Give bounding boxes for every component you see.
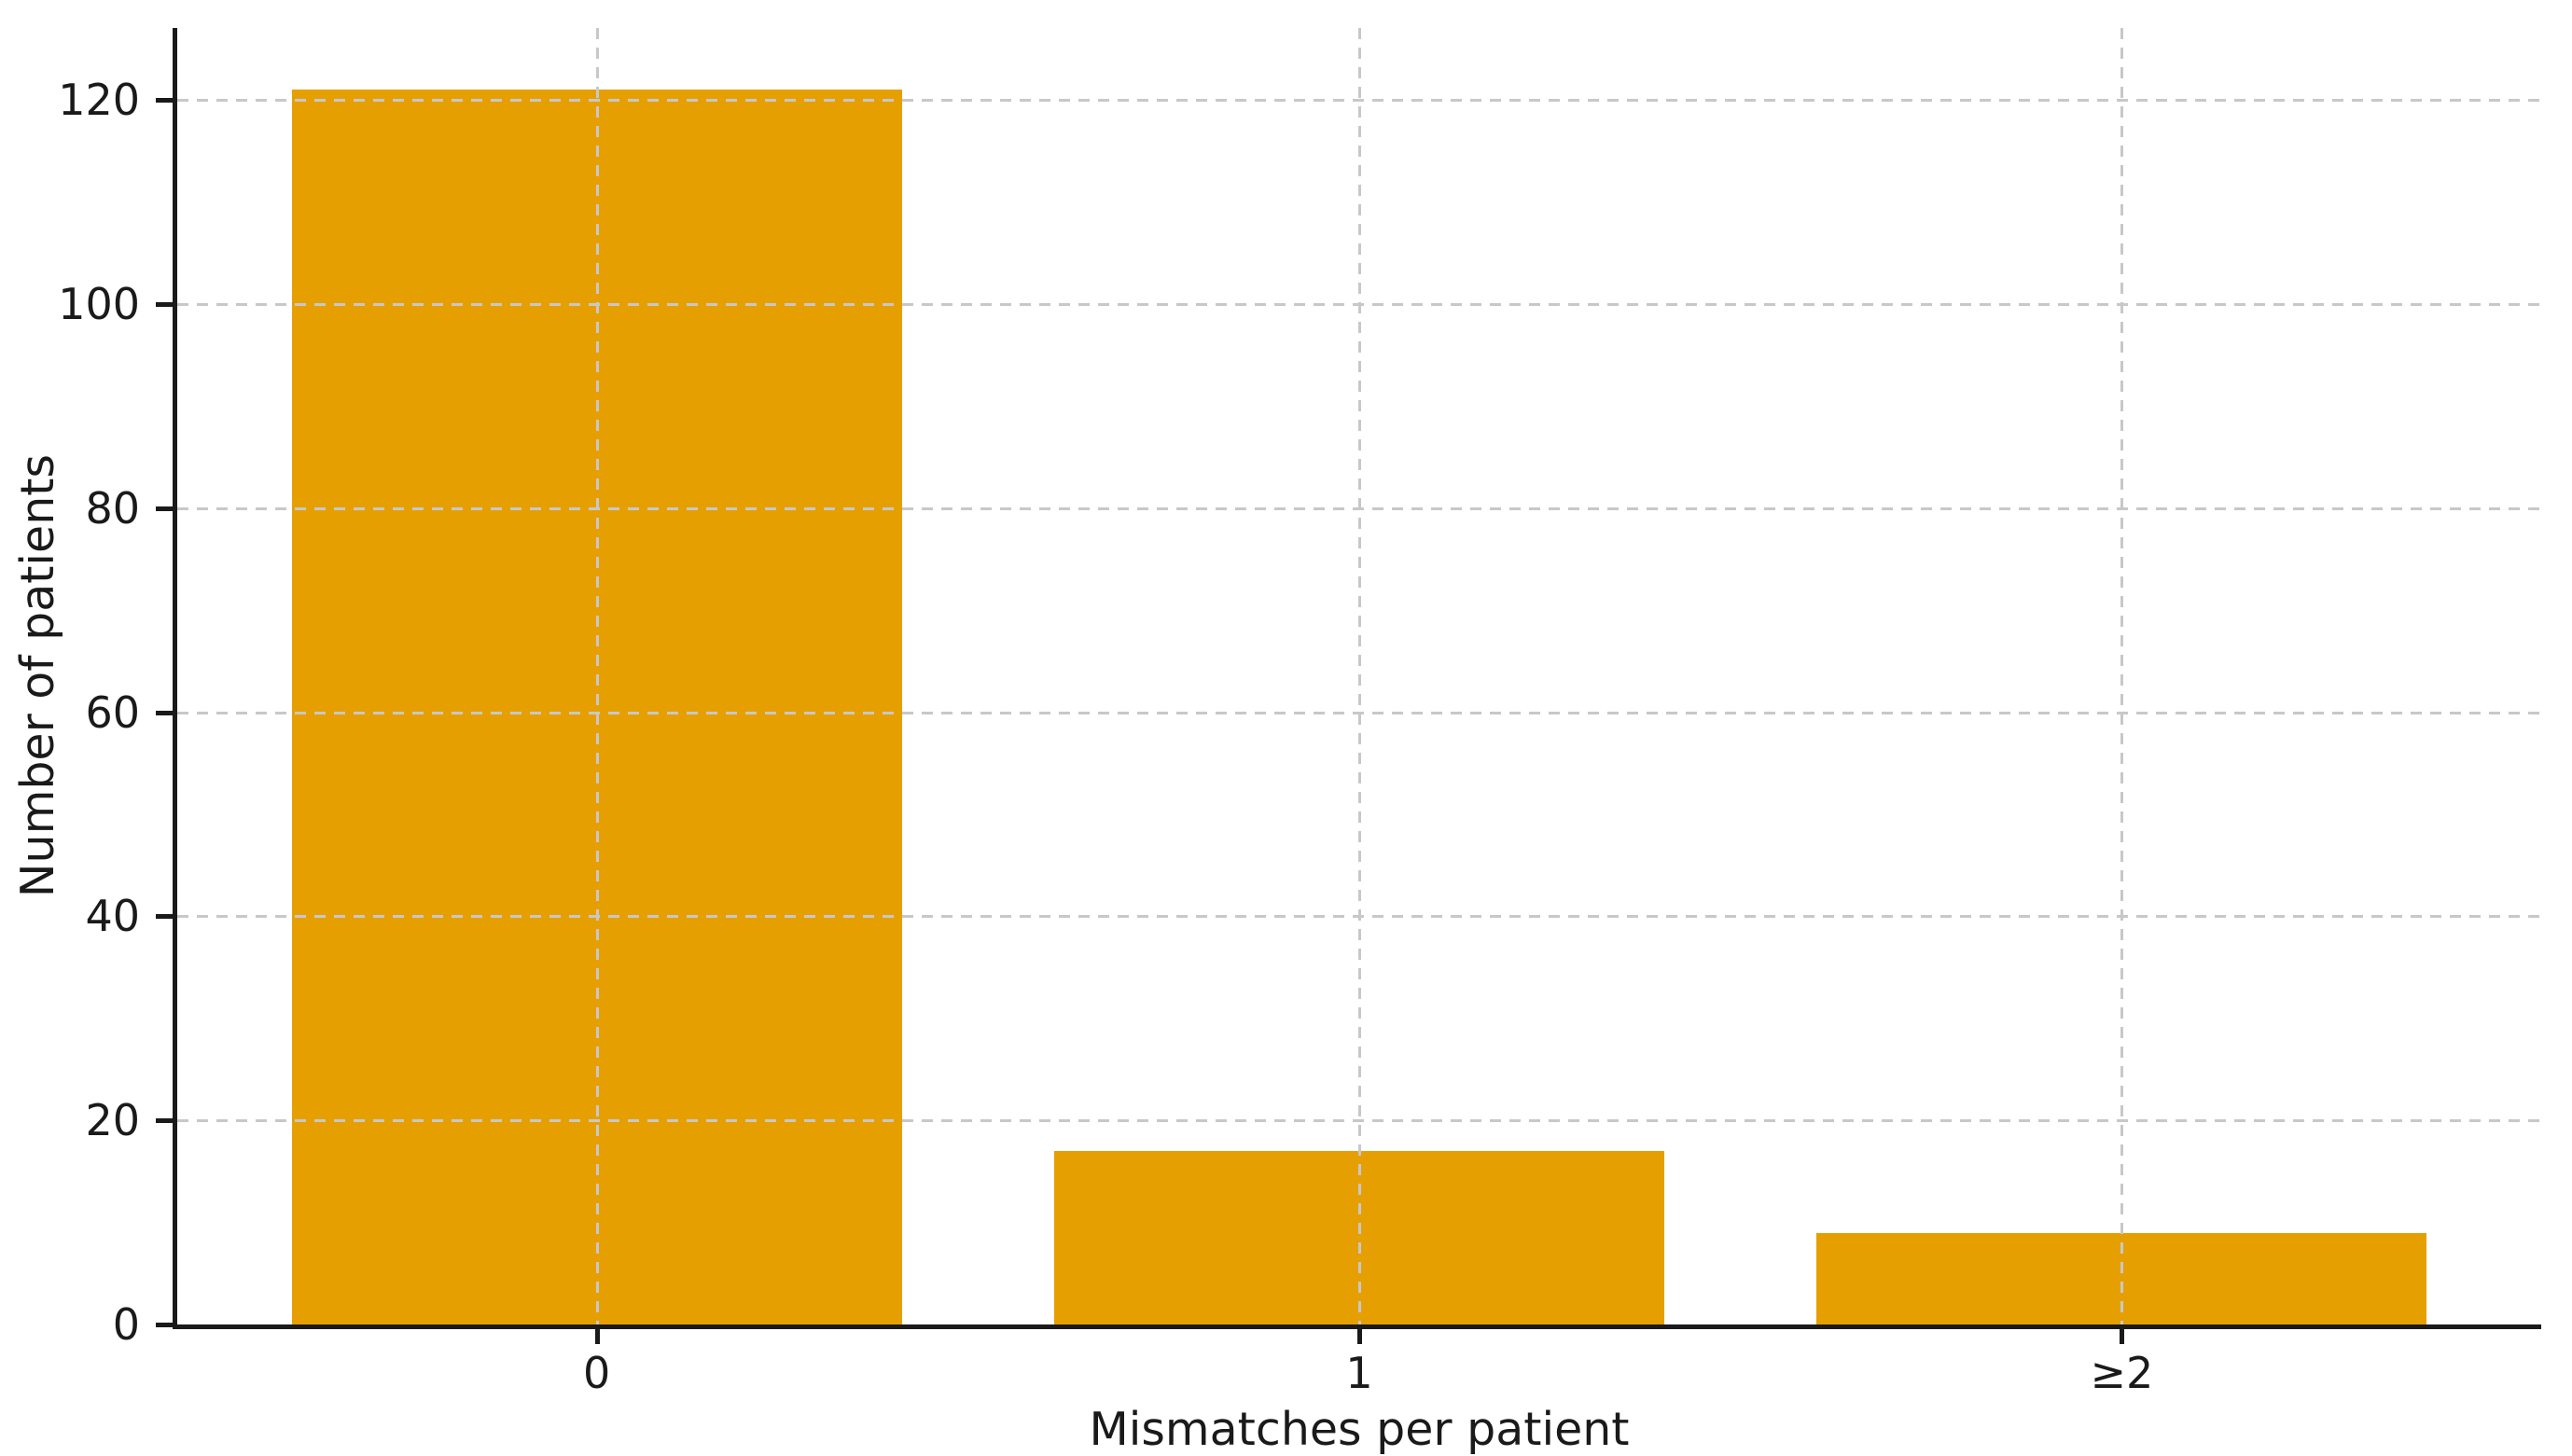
x-tick-label: 0 bbox=[582, 1348, 611, 1398]
y-tick-label: 20 bbox=[85, 1095, 140, 1146]
y-tick-0 bbox=[156, 1323, 173, 1327]
plot-area: Mismatches per patient 0 20 40 60 80 100 120 0 1… bbox=[58, 28, 2541, 1456]
y-tick-label: 0 bbox=[112, 1299, 140, 1350]
v-gridline-2 bbox=[2120, 28, 2124, 1324]
y-tick-80 bbox=[156, 506, 173, 511]
y-tick-label: 80 bbox=[85, 482, 140, 534]
y-tick-60 bbox=[156, 710, 173, 715]
x-tick-2 bbox=[2120, 1329, 2125, 1344]
y-tick-label: 100 bbox=[58, 278, 140, 329]
x-tick-0 bbox=[594, 1329, 600, 1344]
x-tick-label: 1 bbox=[1345, 1348, 1373, 1398]
x-tick-1 bbox=[1357, 1329, 1362, 1344]
y-tick-label: 60 bbox=[85, 686, 140, 738]
y-tick-label: 40 bbox=[85, 891, 140, 942]
y-tick-100 bbox=[156, 301, 173, 307]
x-axis-title: Mismatches per patient bbox=[1089, 1403, 1630, 1456]
y-tick-label: 120 bbox=[58, 75, 140, 126]
y-tick-20 bbox=[156, 1118, 173, 1124]
y-tick-40 bbox=[156, 914, 173, 920]
v-gridline-1 bbox=[1358, 28, 1361, 1324]
v-gridline-0 bbox=[595, 28, 599, 1324]
x-tick-label: ≥2 bbox=[2090, 1348, 2154, 1398]
y-tick-120 bbox=[156, 98, 173, 104]
